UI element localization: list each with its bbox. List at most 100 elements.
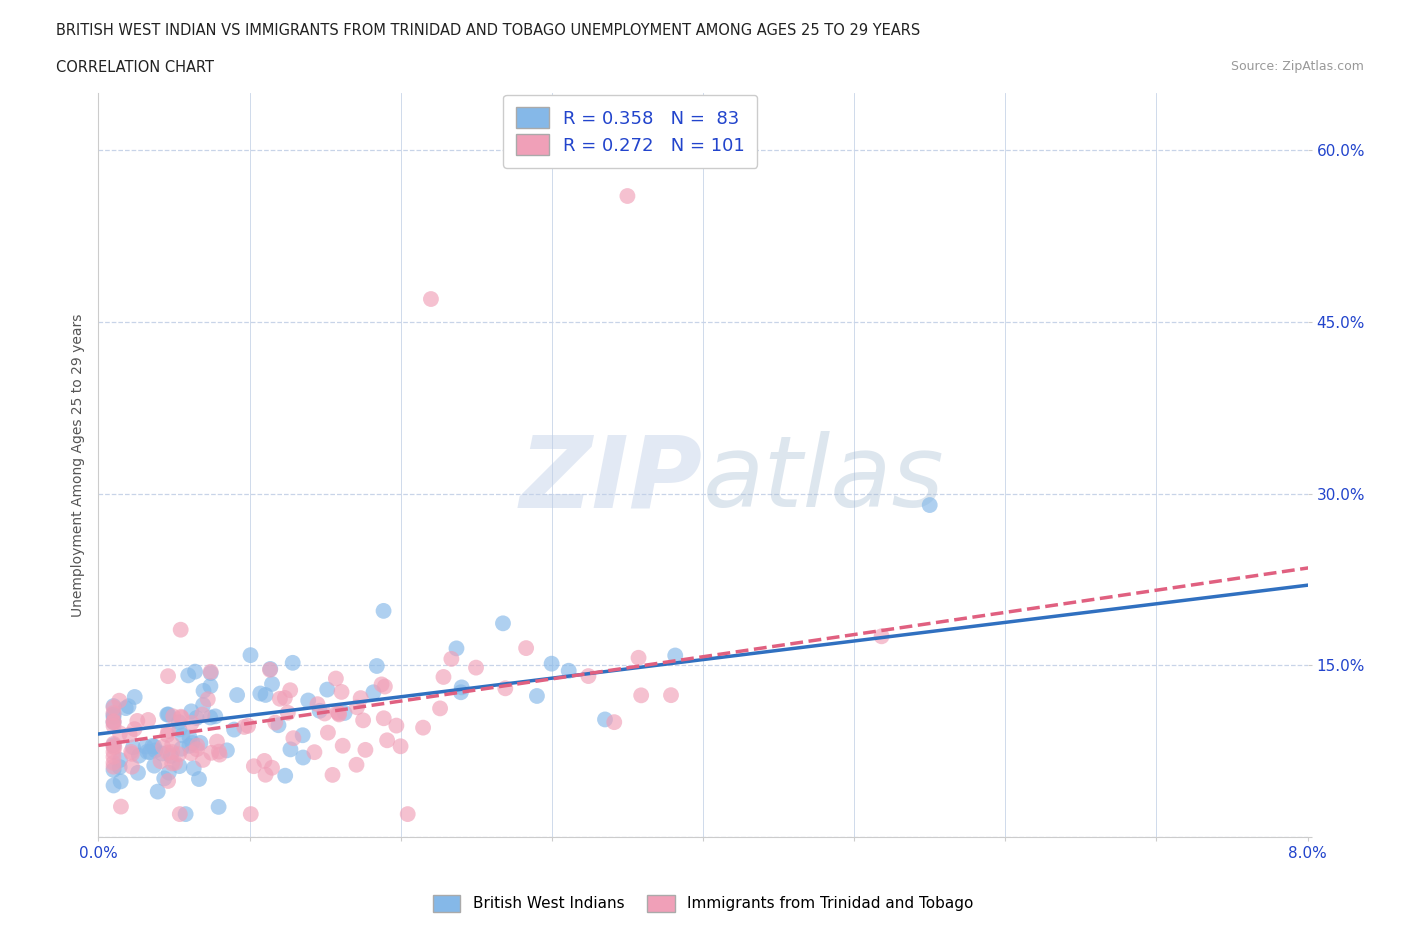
- Point: [316, 682, 339, 697]
- Point: [180, 715, 202, 730]
- Point: [385, 718, 408, 733]
- Point: [143, 739, 166, 754]
- Point: [103, 700, 125, 715]
- Point: [141, 738, 163, 753]
- Point: [152, 739, 174, 754]
- Point: [127, 765, 149, 780]
- Point: [139, 745, 162, 760]
- Point: [236, 718, 259, 733]
- Point: [277, 705, 299, 720]
- Point: [200, 664, 222, 679]
- Point: [526, 688, 548, 703]
- Point: [103, 759, 125, 774]
- Point: [156, 745, 179, 760]
- Point: [191, 752, 214, 767]
- Point: [224, 722, 246, 737]
- Point: [170, 741, 193, 756]
- Point: [325, 671, 347, 686]
- Point: [419, 292, 441, 307]
- Point: [103, 750, 125, 764]
- Point: [350, 691, 373, 706]
- Point: [170, 711, 193, 725]
- Legend: British West Indians, Immigrants from Trinidad and Tobago: British West Indians, Immigrants from Tr…: [426, 889, 980, 918]
- Point: [274, 768, 297, 783]
- Point: [179, 730, 201, 745]
- Point: [149, 754, 172, 769]
- Point: [174, 806, 197, 821]
- Point: [160, 749, 183, 764]
- Point: [630, 688, 652, 703]
- Point: [446, 641, 468, 656]
- Point: [103, 739, 125, 754]
- Point: [145, 743, 167, 758]
- Point: [215, 743, 238, 758]
- Point: [162, 737, 184, 752]
- Point: [169, 759, 191, 774]
- Point: [292, 751, 315, 765]
- Point: [557, 663, 579, 678]
- Point: [167, 747, 190, 762]
- Point: [177, 668, 200, 683]
- Point: [346, 700, 368, 715]
- Point: [267, 718, 290, 733]
- Y-axis label: Unemployment Among Ages 25 to 29 years: Unemployment Among Ages 25 to 29 years: [70, 313, 84, 617]
- Point: [269, 691, 291, 706]
- Point: [253, 753, 276, 768]
- Point: [103, 740, 125, 755]
- Point: [259, 661, 281, 676]
- Point: [170, 622, 193, 637]
- Point: [208, 744, 231, 759]
- Point: [143, 758, 166, 773]
- Point: [304, 745, 326, 760]
- Point: [167, 714, 190, 729]
- Point: [103, 745, 125, 760]
- Point: [103, 714, 125, 729]
- Point: [121, 759, 143, 774]
- Text: ZIP: ZIP: [520, 432, 703, 528]
- Point: [157, 707, 180, 722]
- Point: [170, 710, 193, 724]
- Point: [200, 666, 222, 681]
- Point: [354, 742, 377, 757]
- Text: Source: ZipAtlas.com: Source: ZipAtlas.com: [1230, 60, 1364, 73]
- Point: [260, 761, 283, 776]
- Point: [259, 662, 281, 677]
- Point: [208, 747, 231, 762]
- Point: [193, 684, 215, 698]
- Point: [322, 767, 344, 782]
- Point: [254, 687, 277, 702]
- Point: [370, 677, 392, 692]
- Point: [136, 744, 159, 759]
- Point: [207, 800, 229, 815]
- Point: [157, 774, 180, 789]
- Point: [146, 784, 169, 799]
- Point: [190, 736, 212, 751]
- Point: [121, 747, 143, 762]
- Point: [103, 715, 125, 730]
- Text: BRITISH WEST INDIAN VS IMMIGRANTS FROM TRINIDAD AND TOBAGO UNEMPLOYMENT AMONG AG: BRITISH WEST INDIAN VS IMMIGRANTS FROM T…: [56, 23, 921, 38]
- Point: [374, 679, 396, 694]
- Point: [204, 709, 226, 724]
- Point: [328, 706, 350, 721]
- Point: [128, 749, 150, 764]
- Point: [124, 722, 146, 737]
- Point: [249, 686, 271, 701]
- Legend: R = 0.358   N =  83, R = 0.272   N = 101: R = 0.358 N = 83, R = 0.272 N = 101: [503, 95, 758, 168]
- Point: [450, 684, 472, 699]
- Point: [278, 683, 301, 698]
- Point: [160, 756, 183, 771]
- Point: [205, 734, 228, 749]
- Point: [233, 720, 256, 735]
- Point: [108, 752, 131, 767]
- Point: [150, 746, 173, 761]
- Point: [375, 733, 398, 748]
- Point: [243, 759, 266, 774]
- Point: [308, 703, 330, 718]
- Point: [412, 720, 434, 735]
- Point: [346, 757, 368, 772]
- Point: [103, 755, 125, 770]
- Point: [103, 707, 125, 722]
- Point: [366, 658, 388, 673]
- Point: [191, 707, 214, 722]
- Point: [297, 693, 319, 708]
